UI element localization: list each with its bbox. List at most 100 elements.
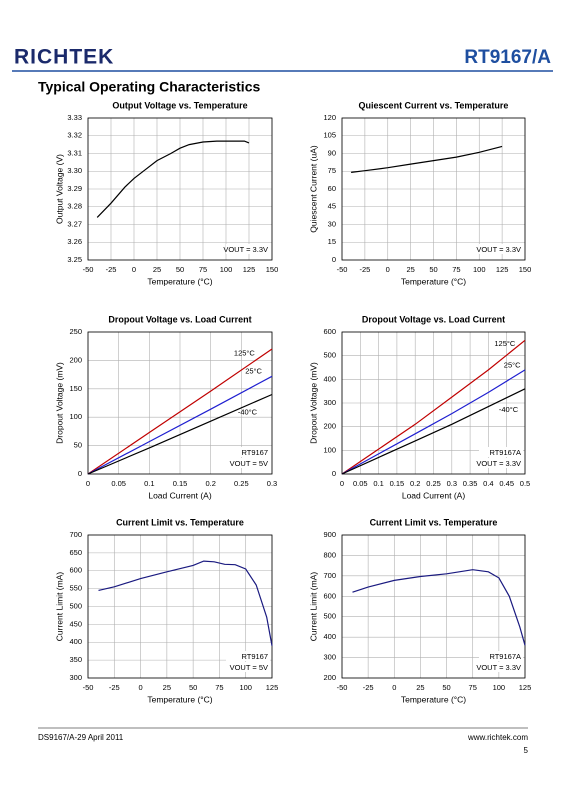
y-tick-label: 250 xyxy=(69,327,82,336)
y-tick-label: 75 xyxy=(328,166,336,175)
plot-frame xyxy=(87,534,273,679)
series-label: 25°C xyxy=(504,361,521,370)
chart-title: Output Voltage vs. Temperature xyxy=(112,100,247,110)
data-line xyxy=(341,339,526,475)
y-tick-label: 200 xyxy=(69,355,82,364)
x-tick-label: 0.1 xyxy=(144,479,154,488)
chart-title: Current Limit vs. Temperature xyxy=(370,517,498,527)
annotation: RT9167A xyxy=(489,652,521,661)
annotation-bg xyxy=(226,458,270,468)
y-tick-label: 700 xyxy=(323,571,336,580)
x-tick-label: 0.2 xyxy=(205,479,215,488)
x-tick-label: 50 xyxy=(429,265,437,274)
x-axis-label: Load Current (A) xyxy=(402,490,465,500)
footer-page: 5 xyxy=(524,746,529,755)
chart-title: Quiescent Current vs. Temperature xyxy=(359,100,509,110)
x-tick-label: 0 xyxy=(340,479,344,488)
annotation-bg xyxy=(226,244,270,254)
annotation-bg xyxy=(226,447,270,457)
x-tick-label: 0.1 xyxy=(373,479,383,488)
y-tick-label: 500 xyxy=(323,351,336,360)
data-line xyxy=(341,388,526,475)
data-line xyxy=(98,560,273,646)
x-tick-label: 0 xyxy=(386,265,390,274)
y-axis-label: Quiescent Current (uA) xyxy=(308,145,318,233)
y-tick-label: 3.26 xyxy=(67,237,82,246)
annotation: VOUT = 3.3V xyxy=(476,459,521,468)
logo: RICHTEK xyxy=(14,46,114,69)
x-tick-label: 75 xyxy=(452,265,460,274)
series-label: 125°C xyxy=(494,339,516,348)
y-tick-label: 15 xyxy=(328,237,336,246)
y-tick-label: 3.25 xyxy=(67,255,82,264)
x-tick-label: 50 xyxy=(442,683,450,692)
y-tick-label: 550 xyxy=(69,584,82,593)
y-tick-label: 3.28 xyxy=(67,202,82,211)
annotation: VOUT = 3.3V xyxy=(476,245,521,254)
y-tick-label: 800 xyxy=(323,550,336,559)
x-tick-label: 0.05 xyxy=(353,479,368,488)
x-tick-label: -50 xyxy=(337,683,348,692)
x-tick-label: 25 xyxy=(406,265,414,274)
x-tick-label: 0.15 xyxy=(173,479,188,488)
y-tick-label: 45 xyxy=(328,202,336,211)
footer-site: www.richtek.com xyxy=(467,733,528,742)
annotation-bg xyxy=(479,662,523,672)
annotation: RT9167 xyxy=(241,448,268,457)
plot-frame xyxy=(341,117,526,261)
y-tick-label: 3.27 xyxy=(67,219,82,228)
plot-frame xyxy=(341,331,526,475)
x-tick-label: 125 xyxy=(243,265,256,274)
x-axis-label: Load Current (A) xyxy=(148,490,211,500)
y-tick-label: 400 xyxy=(323,374,336,383)
x-tick-label: 100 xyxy=(239,683,252,692)
chart-title: Current Limit vs. Temperature xyxy=(116,517,244,527)
y-tick-label: 100 xyxy=(69,412,82,421)
x-tick-label: 100 xyxy=(220,265,233,274)
y-axis-label: Dropout Voltage (mV) xyxy=(54,362,64,444)
x-tick-label: 0 xyxy=(132,265,136,274)
y-tick-label: 600 xyxy=(323,327,336,336)
y-tick-label: 300 xyxy=(323,653,336,662)
y-tick-label: 300 xyxy=(323,398,336,407)
y-tick-label: 3.30 xyxy=(67,166,82,175)
y-tick-label: 0 xyxy=(78,469,82,478)
chart-title: Dropout Voltage vs. Load Current xyxy=(108,314,251,324)
y-tick-label: 450 xyxy=(69,619,82,628)
x-axis-label: Temperature (°C) xyxy=(147,276,212,286)
section-heading: Typical Operating Characteristics xyxy=(38,79,260,95)
x-tick-label: 50 xyxy=(176,265,184,274)
x-tick-label: 75 xyxy=(199,265,207,274)
data-line xyxy=(87,393,273,475)
y-tick-label: 0 xyxy=(332,469,336,478)
y-tick-label: 600 xyxy=(69,566,82,575)
x-tick-label: 125 xyxy=(519,683,532,692)
x-tick-label: 0.25 xyxy=(426,479,441,488)
plot-frame xyxy=(87,117,273,261)
y-tick-label: 3.32 xyxy=(67,131,82,140)
annotation: RT9167A xyxy=(489,448,521,457)
data-line xyxy=(87,375,273,475)
x-tick-label: 75 xyxy=(469,683,477,692)
data-line xyxy=(96,140,250,218)
x-tick-label: 0.5 xyxy=(520,479,530,488)
x-tick-label: 100 xyxy=(493,683,506,692)
chart-title: Dropout Voltage vs. Load Current xyxy=(362,314,505,324)
annotation-bg xyxy=(479,447,523,457)
x-tick-label: 0.45 xyxy=(499,479,514,488)
annotation-bg xyxy=(479,244,523,254)
x-tick-label: -25 xyxy=(363,683,374,692)
x-tick-label: 150 xyxy=(266,265,279,274)
annotation: VOUT = 5V xyxy=(230,459,268,468)
y-tick-label: 400 xyxy=(69,637,82,646)
series-label: 125°C xyxy=(234,349,256,358)
x-tick-label: -25 xyxy=(106,265,117,274)
x-tick-label: 0.4 xyxy=(483,479,493,488)
y-tick-label: 900 xyxy=(323,530,336,539)
y-tick-label: 3.33 xyxy=(67,113,82,122)
y-tick-label: 90 xyxy=(328,148,336,157)
y-tick-label: 150 xyxy=(69,384,82,393)
y-tick-label: 120 xyxy=(323,113,336,122)
y-axis-label: Current Limit (mA) xyxy=(308,572,318,642)
annotation-bg xyxy=(226,662,270,672)
